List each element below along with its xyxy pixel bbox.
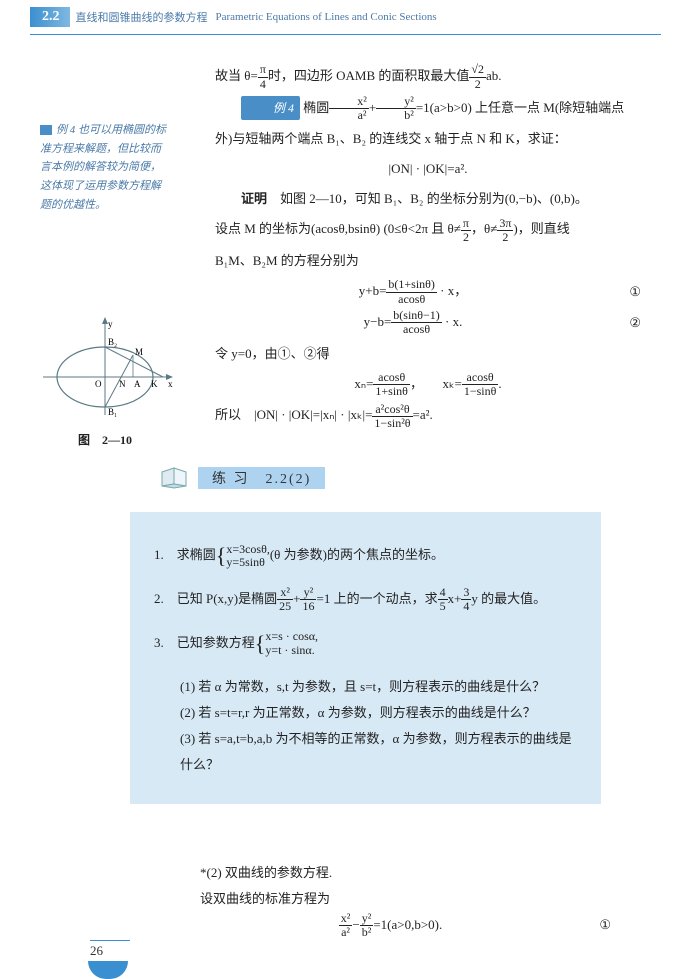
- proof-content: 故当 θ=π4时，四边形 OAMB 的面积取最大值√22ab. 例 4 椭圆x²…: [215, 63, 641, 430]
- xn-xk: xₙ=acosθ1+sinθ， xₖ=acosθ1−sinθ.: [215, 371, 641, 399]
- eq1-number: ①: [611, 279, 641, 305]
- hyperbola-line: 设双曲线的标准方程为: [200, 886, 641, 912]
- axis-x-label: x: [168, 379, 173, 389]
- proof-label: 证明: [241, 191, 267, 206]
- header-title-cn: 直线和圆锥曲线的参数方程: [76, 9, 208, 25]
- proof-line1: 证明 如图 2—10，可知 B₁、B₂ 的坐标分别为(0,−b)、(0,b)。: [215, 186, 641, 212]
- hyperbola-equation: x²a²−y²b²=1(a>0,b>0). ①: [200, 912, 641, 940]
- eq2-number: ②: [611, 310, 641, 336]
- exercise-q2: 2. 已知 P(x,y)是椭圆x²25+y²16=1 上的一个动点，求45x+3…: [154, 586, 577, 614]
- exercise-q3: 3. 已知参数方程{x=s · cosα,y=t · sinα.: [154, 622, 577, 666]
- hyperbola-heading: *(2) 双曲线的参数方程.: [200, 860, 641, 886]
- exercise-q3-1: (1) 若 α 为常数，s,t 为参数，且 s=t，则方程表示的曲线是什么？: [154, 674, 577, 700]
- page-ornament: [88, 961, 128, 979]
- main-content: 例 4 也可以用椭圆的标准方程来解题，但比较而言本例的解答较为简便，这体现了运用…: [0, 35, 691, 804]
- proof-line2: 设点 M 的坐标为(acosθ,bsinθ) (0≤θ<2π 且 θ≠π2，θ≠…: [215, 216, 641, 244]
- hyperbola-eq-num: ①: [581, 912, 611, 938]
- equation-1: y+b=b(1+sinθ)acosθ · x， ①: [215, 278, 641, 306]
- exercise-q3-3: (3) 若 s=a,t=b,a,b 为不相等的正常数，α 为参数，则方程表示的曲…: [154, 726, 577, 778]
- top-conclusion: 故当 θ=π4时，四边形 OAMB 的面积取最大值√22ab.: [215, 63, 641, 91]
- section-number: 2.2: [30, 7, 70, 27]
- sidenote: 例 4 也可以用椭圆的标准方程来解题，但比较而言本例的解答较为简便，这体现了运用…: [40, 121, 170, 214]
- point-m: M: [135, 347, 143, 357]
- sidenote-marker: [40, 125, 52, 135]
- exercise-q1: 1. 求椭圆{x=3cosθ,y=5sinθ(θ 为参数)的两个焦点的坐标。: [154, 534, 577, 578]
- sidenote-text: 例 4 也可以用椭圆的标准方程来解题，但比较而言本例的解答较为简便，这体现了运用…: [40, 124, 166, 211]
- figure-2-10: y x O M N A K B₂ B₁ 图 2—10: [30, 315, 180, 448]
- hyperbola-section: *(2) 双曲线的参数方程. 设双曲线的标准方程为 x²a²−y²b²=1(a>…: [200, 860, 641, 940]
- point-a: A: [134, 379, 141, 389]
- point-b2: B₂: [108, 337, 117, 347]
- axis-y-label: y: [108, 319, 113, 329]
- page-header: 2.2 直线和圆锥曲线的参数方程 Parametric Equations of…: [0, 0, 691, 34]
- example4-claim: |ON| · |OK|=a².: [215, 156, 641, 182]
- proof-conclusion: 所以 |ON| · |OK|=|xₙ| · |xₖ|=a²cos²θ1−sin²…: [215, 402, 641, 430]
- exercise-header: 练 习 2.2(2): [160, 466, 641, 490]
- point-k: K: [151, 379, 158, 389]
- exercise-box: 1. 求椭圆{x=3cosθ,y=5sinθ(θ 为参数)的两个焦点的坐标。 2…: [130, 512, 601, 804]
- example4-statement: 例 4 椭圆x²a²+y²b²=1(a>b>0) 上任意一点 M(除短轴端点: [215, 95, 641, 123]
- book-icon: [160, 466, 190, 490]
- example4-line2: 外)与短轴两个端点 B₁、B₂ 的连线交 x 轴于点 N 和 K，求证：: [215, 126, 641, 152]
- origin-label: O: [95, 379, 102, 389]
- page-number: 26: [90, 940, 130, 959]
- proof-line4: 令 y=0，由①、②得: [215, 341, 641, 367]
- ellipse-diagram: y x O M N A K B₂ B₁: [35, 315, 175, 425]
- header-title-en: Parametric Equations of Lines and Conic …: [216, 11, 437, 23]
- figure-caption: 图 2—10: [30, 431, 180, 448]
- equation-2: y−b=b(sinθ−1)acosθ · x. ②: [215, 309, 641, 337]
- exercise-q3-2: (2) 若 s=t=r,r 为正常数，α 为参数，则方程表示的曲线是什么？: [154, 700, 577, 726]
- exercise-title: 练 习 2.2(2): [198, 467, 325, 489]
- proof-line3: B₁M、B₂M 的方程分别为: [215, 248, 641, 274]
- example-tag: 例 4: [241, 96, 300, 120]
- point-n: N: [119, 379, 126, 389]
- point-b1: B₁: [108, 407, 117, 417]
